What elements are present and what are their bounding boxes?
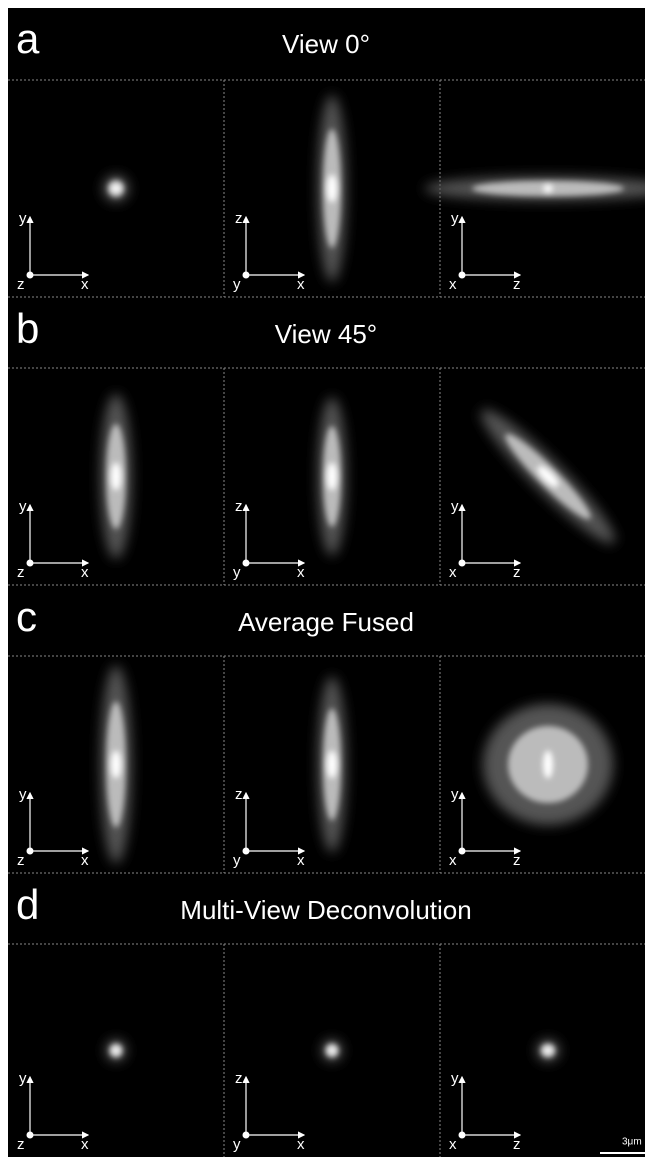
panel-letter: d [16, 881, 39, 928]
panel-letter: c [16, 593, 37, 640]
psf-image [100, 394, 131, 559]
psf-peak [327, 751, 337, 779]
axis-label: z [235, 1070, 243, 1087]
axis-label: z [17, 276, 25, 293]
axis-label: y [451, 498, 459, 515]
psf-peak [543, 185, 553, 193]
axis-label: y [19, 498, 27, 515]
axis-origin [243, 560, 250, 567]
psf-peak [111, 184, 121, 192]
panel-title: View 45° [275, 319, 377, 349]
axis-label: y [451, 210, 459, 227]
axis-label: y [451, 1070, 459, 1087]
axis-label: z [513, 564, 521, 581]
psf-peak [111, 751, 121, 779]
axis-label: y [19, 210, 27, 227]
psf-peak [327, 463, 337, 491]
axis-label: y [19, 1070, 27, 1087]
psf-image [106, 1040, 127, 1062]
axis-label: x [297, 276, 305, 293]
axis-label: y [233, 276, 241, 293]
psf-peak [328, 1047, 336, 1054]
psf-image [322, 1040, 343, 1062]
axis-origin [243, 272, 250, 279]
axis-label: y [233, 1136, 241, 1153]
axis-label: z [235, 786, 243, 803]
axis-label: z [513, 1136, 521, 1153]
panel-title: View 0° [282, 29, 370, 59]
axis-label: z [513, 276, 521, 293]
axis-label: z [17, 564, 25, 581]
psf-peak [327, 175, 337, 203]
psf-image [318, 677, 347, 853]
psf-peak [112, 1047, 120, 1054]
axis-origin [27, 272, 34, 279]
axis-label: x [81, 276, 89, 293]
axis-label: y [19, 786, 27, 803]
scale-bar-label: 3μm [622, 1137, 642, 1148]
axis-origin [27, 560, 34, 567]
axis-origin [243, 848, 250, 855]
axis-label: z [235, 210, 243, 227]
panel-letter: b [16, 305, 39, 352]
psf-image [103, 175, 129, 201]
axis-label: z [235, 498, 243, 515]
axis-label: x [81, 1136, 89, 1153]
axis-label: x [297, 852, 305, 869]
axis-label: x [449, 564, 457, 581]
psf-image [318, 397, 347, 555]
psf-peak [543, 751, 553, 779]
psf-image [536, 1040, 559, 1062]
psf-peak [544, 1047, 553, 1054]
axis-label: x [449, 276, 457, 293]
axis-label: x [81, 564, 89, 581]
axis-label: x [449, 1136, 457, 1153]
axis-origin [27, 1132, 34, 1139]
psf-image [483, 704, 613, 825]
axis-origin [27, 848, 34, 855]
panel-letter: a [16, 15, 40, 62]
axis-origin [459, 1132, 466, 1139]
figure: aView 0°yzxzyxyxzbView 45°yzxzyxyxzcAver… [0, 0, 645, 1157]
axis-label: z [17, 852, 25, 869]
axis-origin [459, 560, 466, 567]
axis-label: x [81, 852, 89, 869]
axis-label: x [297, 1136, 305, 1153]
axis-origin [459, 272, 466, 279]
axis-origin [459, 848, 466, 855]
axis-label: z [17, 1136, 25, 1153]
axis-label: y [233, 852, 241, 869]
axis-label: z [513, 852, 521, 869]
panel-title: Average Fused [238, 607, 414, 637]
psf-image [100, 666, 131, 864]
psf-image [318, 95, 347, 282]
axis-label: x [449, 852, 457, 869]
psf-peak [111, 463, 121, 491]
axis-origin [243, 1132, 250, 1139]
axis-label: y [451, 786, 459, 803]
panel-title: Multi-View Deconvolution [180, 895, 471, 925]
axis-label: y [233, 564, 241, 581]
axis-label: x [297, 564, 305, 581]
